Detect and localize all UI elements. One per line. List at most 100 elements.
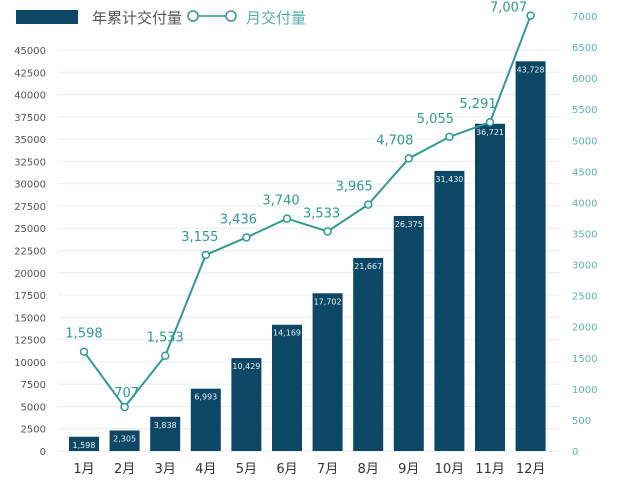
right-axis-tick: 2000 <box>572 323 597 334</box>
left-axis-tick: 2500 <box>21 425 46 436</box>
left-axis-tick: 45000 <box>14 46 46 57</box>
legend-line-marker <box>225 10 237 22</box>
bar <box>393 215 424 451</box>
left-axis-tick: 37500 <box>14 113 46 124</box>
bar-data-label: 10,429 <box>232 362 260 371</box>
bar-data-label: 6,993 <box>194 393 217 402</box>
right-axis-tick: 4000 <box>572 198 597 209</box>
left-axis-tick: 17500 <box>14 291 46 302</box>
right-axis-tick: 5000 <box>572 136 597 147</box>
left-axis-tick: 35000 <box>14 135 46 146</box>
left-axis-tick: 42500 <box>14 68 46 79</box>
bar-data-label: 26,375 <box>395 220 423 229</box>
line-data-label: 4,708 <box>376 133 413 148</box>
right-axis-tick: 1500 <box>572 354 597 365</box>
bar <box>69 436 99 451</box>
x-axis-tick: 4月 <box>195 462 216 477</box>
line-point <box>160 351 170 360</box>
right-axis-tick: 6500 <box>572 43 597 54</box>
bar <box>475 123 505 451</box>
left-axis-tick: 10000 <box>14 358 46 369</box>
line-point <box>201 250 211 260</box>
left-axis-tick: 22500 <box>14 247 46 258</box>
line-data-label: 7,007 <box>490 1 527 16</box>
bar <box>312 293 343 451</box>
line-point <box>282 214 292 223</box>
right-axis-tick: 500 <box>572 416 591 427</box>
bar <box>150 416 181 451</box>
bar <box>109 430 140 451</box>
line-data-label: 3,155 <box>181 230 218 245</box>
line-point <box>79 347 89 356</box>
x-axis-tick: 3月 <box>155 462 176 477</box>
x-axis-tick: 7月 <box>317 462 338 477</box>
bar-data-label: 31,430 <box>435 175 463 184</box>
line-point <box>120 402 129 412</box>
line-data-label: 3,965 <box>336 180 373 195</box>
bar-data-label: 3,838 <box>154 421 177 430</box>
x-axis-tick: 9月 <box>398 462 419 477</box>
bar-data-label: 17,702 <box>314 297 342 306</box>
right-axis-tick: 2500 <box>572 292 597 303</box>
bar <box>353 257 384 451</box>
x-axis-tick: 5月 <box>236 462 257 477</box>
legend-line-marker <box>187 10 199 22</box>
bar-data-label: 21,667 <box>354 262 382 271</box>
bar <box>515 61 546 452</box>
x-axis-tick: 1月 <box>73 462 94 477</box>
line-point <box>242 233 251 242</box>
left-axis-tick: 40000 <box>14 91 46 102</box>
legend: 年累计交付量 月交付量 <box>16 9 306 27</box>
line-series <box>83 15 532 409</box>
right-axis-tick: 6000 <box>572 74 597 85</box>
legend-bar-label: 年累计交付量 <box>92 9 182 27</box>
left-axis-tick: 30000 <box>14 180 46 191</box>
left-axis-tick: 0 <box>40 447 46 458</box>
x-axis-tick: 12月 <box>516 462 546 477</box>
bar-data-label: 43,728 <box>517 65 545 74</box>
left-axis-tick: 27500 <box>14 202 46 213</box>
bar <box>272 324 302 451</box>
bar-data-label: 36,721 <box>476 128 504 137</box>
right-axis-tick: 3500 <box>572 230 597 241</box>
line-point <box>485 117 495 127</box>
line-data-label: 1,533 <box>147 331 184 346</box>
line-point <box>363 200 373 209</box>
bar-data-label: 1,598 <box>73 441 96 450</box>
line-point <box>445 132 454 142</box>
left-axis-tick: 5000 <box>21 402 46 413</box>
left-axis-tick: 32500 <box>14 157 46 168</box>
line-data-label: 3,740 <box>262 194 299 209</box>
right-axis-tick: 4500 <box>572 167 597 178</box>
right-axis-tick: 3000 <box>572 261 597 272</box>
right-axis-tick: 1000 <box>572 385 597 396</box>
left-axis-tick: 15000 <box>14 313 46 324</box>
line-data-label: 3,436 <box>220 212 257 227</box>
line-data-label: 5,055 <box>417 112 454 127</box>
bar <box>231 358 262 451</box>
x-axis-tick: 8月 <box>358 462 379 477</box>
x-axis-tick: 2月 <box>114 462 135 477</box>
line-data-label: 1,598 <box>65 327 102 342</box>
right-axis-tick: 5500 <box>572 105 597 116</box>
left-axis-tick: 25000 <box>14 224 46 235</box>
bar-data-label: 14,169 <box>273 329 301 338</box>
right-axis-tick: 0 <box>572 447 578 458</box>
bar <box>434 170 465 452</box>
line-data-label: 3,533 <box>303 206 340 221</box>
line-point <box>526 11 535 20</box>
line-data-label: 5,291 <box>459 97 496 112</box>
right-axis-tick: 7000 <box>572 12 597 23</box>
x-axis-tick: 6月 <box>276 462 297 477</box>
bar <box>190 388 221 451</box>
bar-data-label: 2,305 <box>113 434 136 443</box>
line-point <box>323 227 332 236</box>
left-axis-tick: 20000 <box>14 269 46 280</box>
left-axis-tick: 12500 <box>14 336 46 347</box>
line-point <box>404 154 414 163</box>
x-axis-tick: 10月 <box>435 462 465 477</box>
line-data-label: 707 <box>114 386 139 401</box>
x-axis-tick: 11月 <box>475 462 505 477</box>
legend-line-label: 月交付量 <box>246 9 306 27</box>
